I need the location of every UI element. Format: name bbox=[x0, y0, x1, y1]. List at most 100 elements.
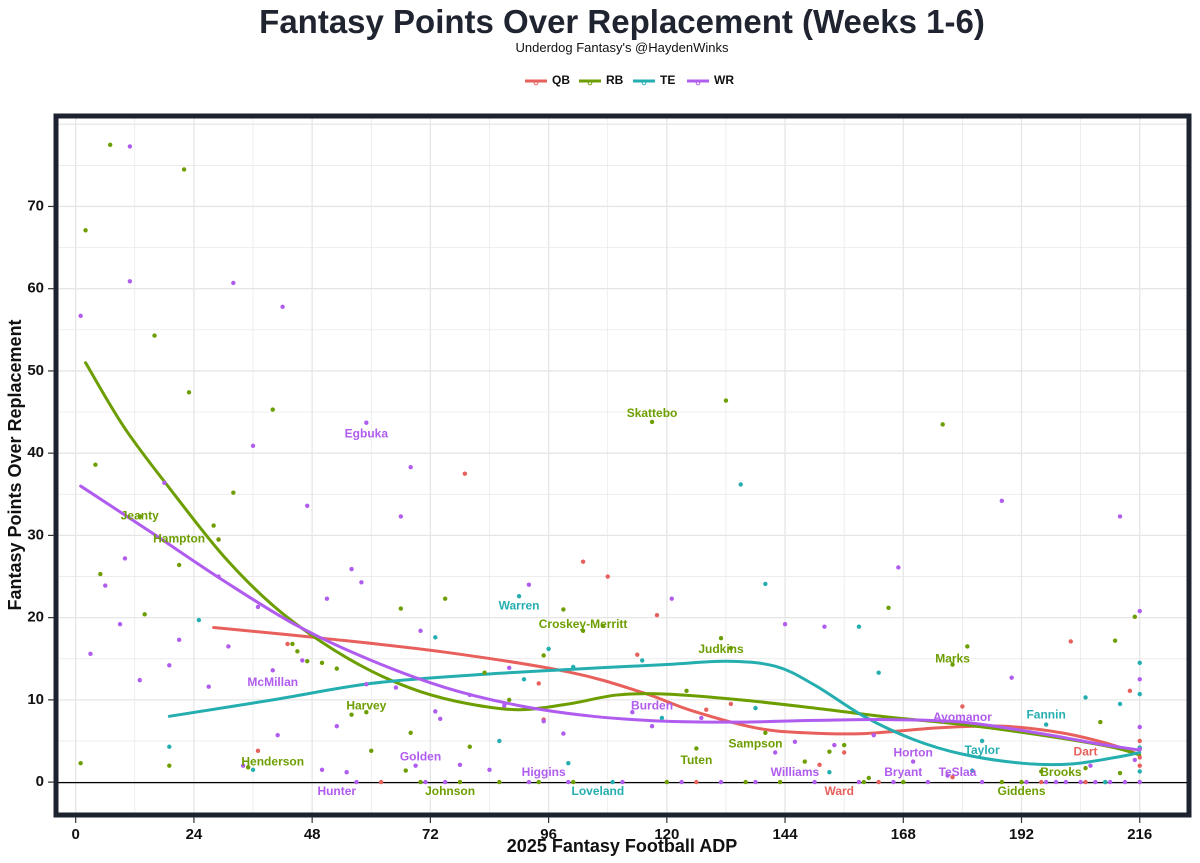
point-rb bbox=[571, 779, 576, 785]
point-rb bbox=[98, 571, 103, 577]
point-wr bbox=[1009, 675, 1014, 680]
point-wr bbox=[334, 723, 339, 729]
x-tick-label: 120 bbox=[654, 826, 679, 843]
point-rb bbox=[497, 779, 502, 785]
point-wr bbox=[88, 651, 93, 657]
point-qb bbox=[635, 652, 640, 657]
point-rb bbox=[901, 779, 906, 785]
point-label: Hampton bbox=[153, 532, 205, 546]
point-rb bbox=[965, 644, 970, 649]
point-rb bbox=[802, 759, 807, 764]
point-rb bbox=[763, 730, 768, 735]
smooth-line-rb bbox=[84, 361, 1142, 757]
point-rb bbox=[137, 514, 142, 519]
point-wr bbox=[699, 715, 704, 721]
point-label: Sampson bbox=[728, 736, 782, 750]
point-wr bbox=[999, 498, 1005, 504]
point-te bbox=[856, 624, 862, 629]
point-wr bbox=[117, 622, 123, 627]
point-rb bbox=[1039, 769, 1044, 774]
point-wr bbox=[1053, 779, 1059, 785]
point-wr bbox=[275, 733, 280, 738]
point-wr bbox=[526, 582, 532, 587]
point-label: Henderson bbox=[241, 755, 304, 769]
point-rb bbox=[319, 660, 325, 666]
point-label: Judkins bbox=[698, 642, 744, 656]
point-rb bbox=[245, 765, 251, 770]
point-rb bbox=[398, 606, 404, 611]
point-wr bbox=[216, 574, 221, 579]
point-wr bbox=[354, 779, 359, 785]
point-rb bbox=[861, 779, 867, 785]
point-qb bbox=[536, 681, 541, 686]
point-label: Skattebo bbox=[627, 406, 678, 420]
point-wr bbox=[773, 750, 778, 755]
point-wr bbox=[319, 767, 325, 772]
y-tick-label: 0 bbox=[36, 773, 44, 790]
point-rb bbox=[536, 779, 541, 785]
point-qb bbox=[462, 471, 468, 476]
point-wr bbox=[438, 716, 443, 721]
point-wr bbox=[649, 723, 655, 729]
point-rb bbox=[718, 635, 724, 641]
point-wr bbox=[280, 304, 285, 309]
point-rb bbox=[1019, 779, 1024, 785]
point-wr bbox=[324, 596, 330, 601]
y-tick-label: 50 bbox=[27, 362, 44, 379]
point-label: Loveland bbox=[572, 784, 625, 798]
chart-title: Fantasy Points Over Replacement (Weeks 1… bbox=[259, 3, 985, 40]
point-wr bbox=[718, 779, 724, 785]
legend-label: RB bbox=[606, 73, 624, 87]
point-label: Johnson bbox=[425, 784, 475, 798]
point-wr bbox=[300, 658, 305, 663]
point-wr bbox=[792, 739, 798, 745]
point-te bbox=[1137, 660, 1142, 666]
point-te bbox=[1083, 695, 1088, 700]
point-qb bbox=[817, 762, 822, 768]
point-wr bbox=[1137, 608, 1142, 614]
x-axis-ticks: 0 24 48 72 96 120 144 168 192 216 bbox=[72, 817, 1152, 843]
point-wr bbox=[1088, 763, 1093, 768]
point-label: Warren bbox=[499, 598, 540, 612]
point-wr bbox=[620, 779, 625, 785]
point-te bbox=[497, 738, 502, 744]
point-wr bbox=[1137, 779, 1142, 785]
point-rb bbox=[777, 779, 783, 785]
point-te bbox=[763, 581, 768, 587]
point-rb bbox=[950, 662, 955, 667]
point-rb bbox=[142, 612, 147, 617]
y-tick-label: 20 bbox=[27, 609, 44, 626]
point-te bbox=[1137, 769, 1142, 774]
smooth-line-qb bbox=[212, 626, 1142, 757]
point-wr bbox=[442, 779, 448, 785]
point-wr bbox=[979, 779, 985, 785]
point-wr bbox=[103, 583, 108, 588]
point-wr bbox=[487, 767, 492, 772]
legend-swatch-dot bbox=[695, 80, 701, 86]
point-wr bbox=[1093, 779, 1098, 785]
point-wr bbox=[413, 763, 418, 768]
point-te bbox=[1137, 691, 1142, 697]
point-wr bbox=[669, 596, 674, 601]
point-wr bbox=[231, 280, 236, 286]
point-rb bbox=[78, 760, 83, 766]
point-wr bbox=[566, 779, 571, 785]
point-te bbox=[753, 705, 758, 711]
point-label: Egbuka bbox=[345, 426, 389, 440]
point-te bbox=[1117, 701, 1123, 707]
point-rb bbox=[403, 768, 408, 773]
point-label: Jeanty bbox=[121, 509, 159, 523]
y-axis-label: Fantasy Points Over Replacement bbox=[5, 319, 25, 610]
point-rb bbox=[369, 748, 374, 754]
point-rb bbox=[216, 537, 221, 542]
x-axis-label: 2025 Fantasy Football ADP bbox=[507, 836, 737, 856]
point-wr bbox=[1132, 757, 1138, 763]
legend-swatch-dot bbox=[587, 80, 593, 86]
point-label: Fannin bbox=[1026, 708, 1065, 722]
point-label: Taylor bbox=[965, 743, 1000, 757]
point-rb bbox=[334, 666, 339, 671]
point-wr bbox=[1043, 779, 1049, 785]
point-label: Tuten bbox=[681, 753, 713, 767]
point-rb bbox=[827, 749, 832, 754]
point-wr bbox=[1063, 779, 1069, 785]
